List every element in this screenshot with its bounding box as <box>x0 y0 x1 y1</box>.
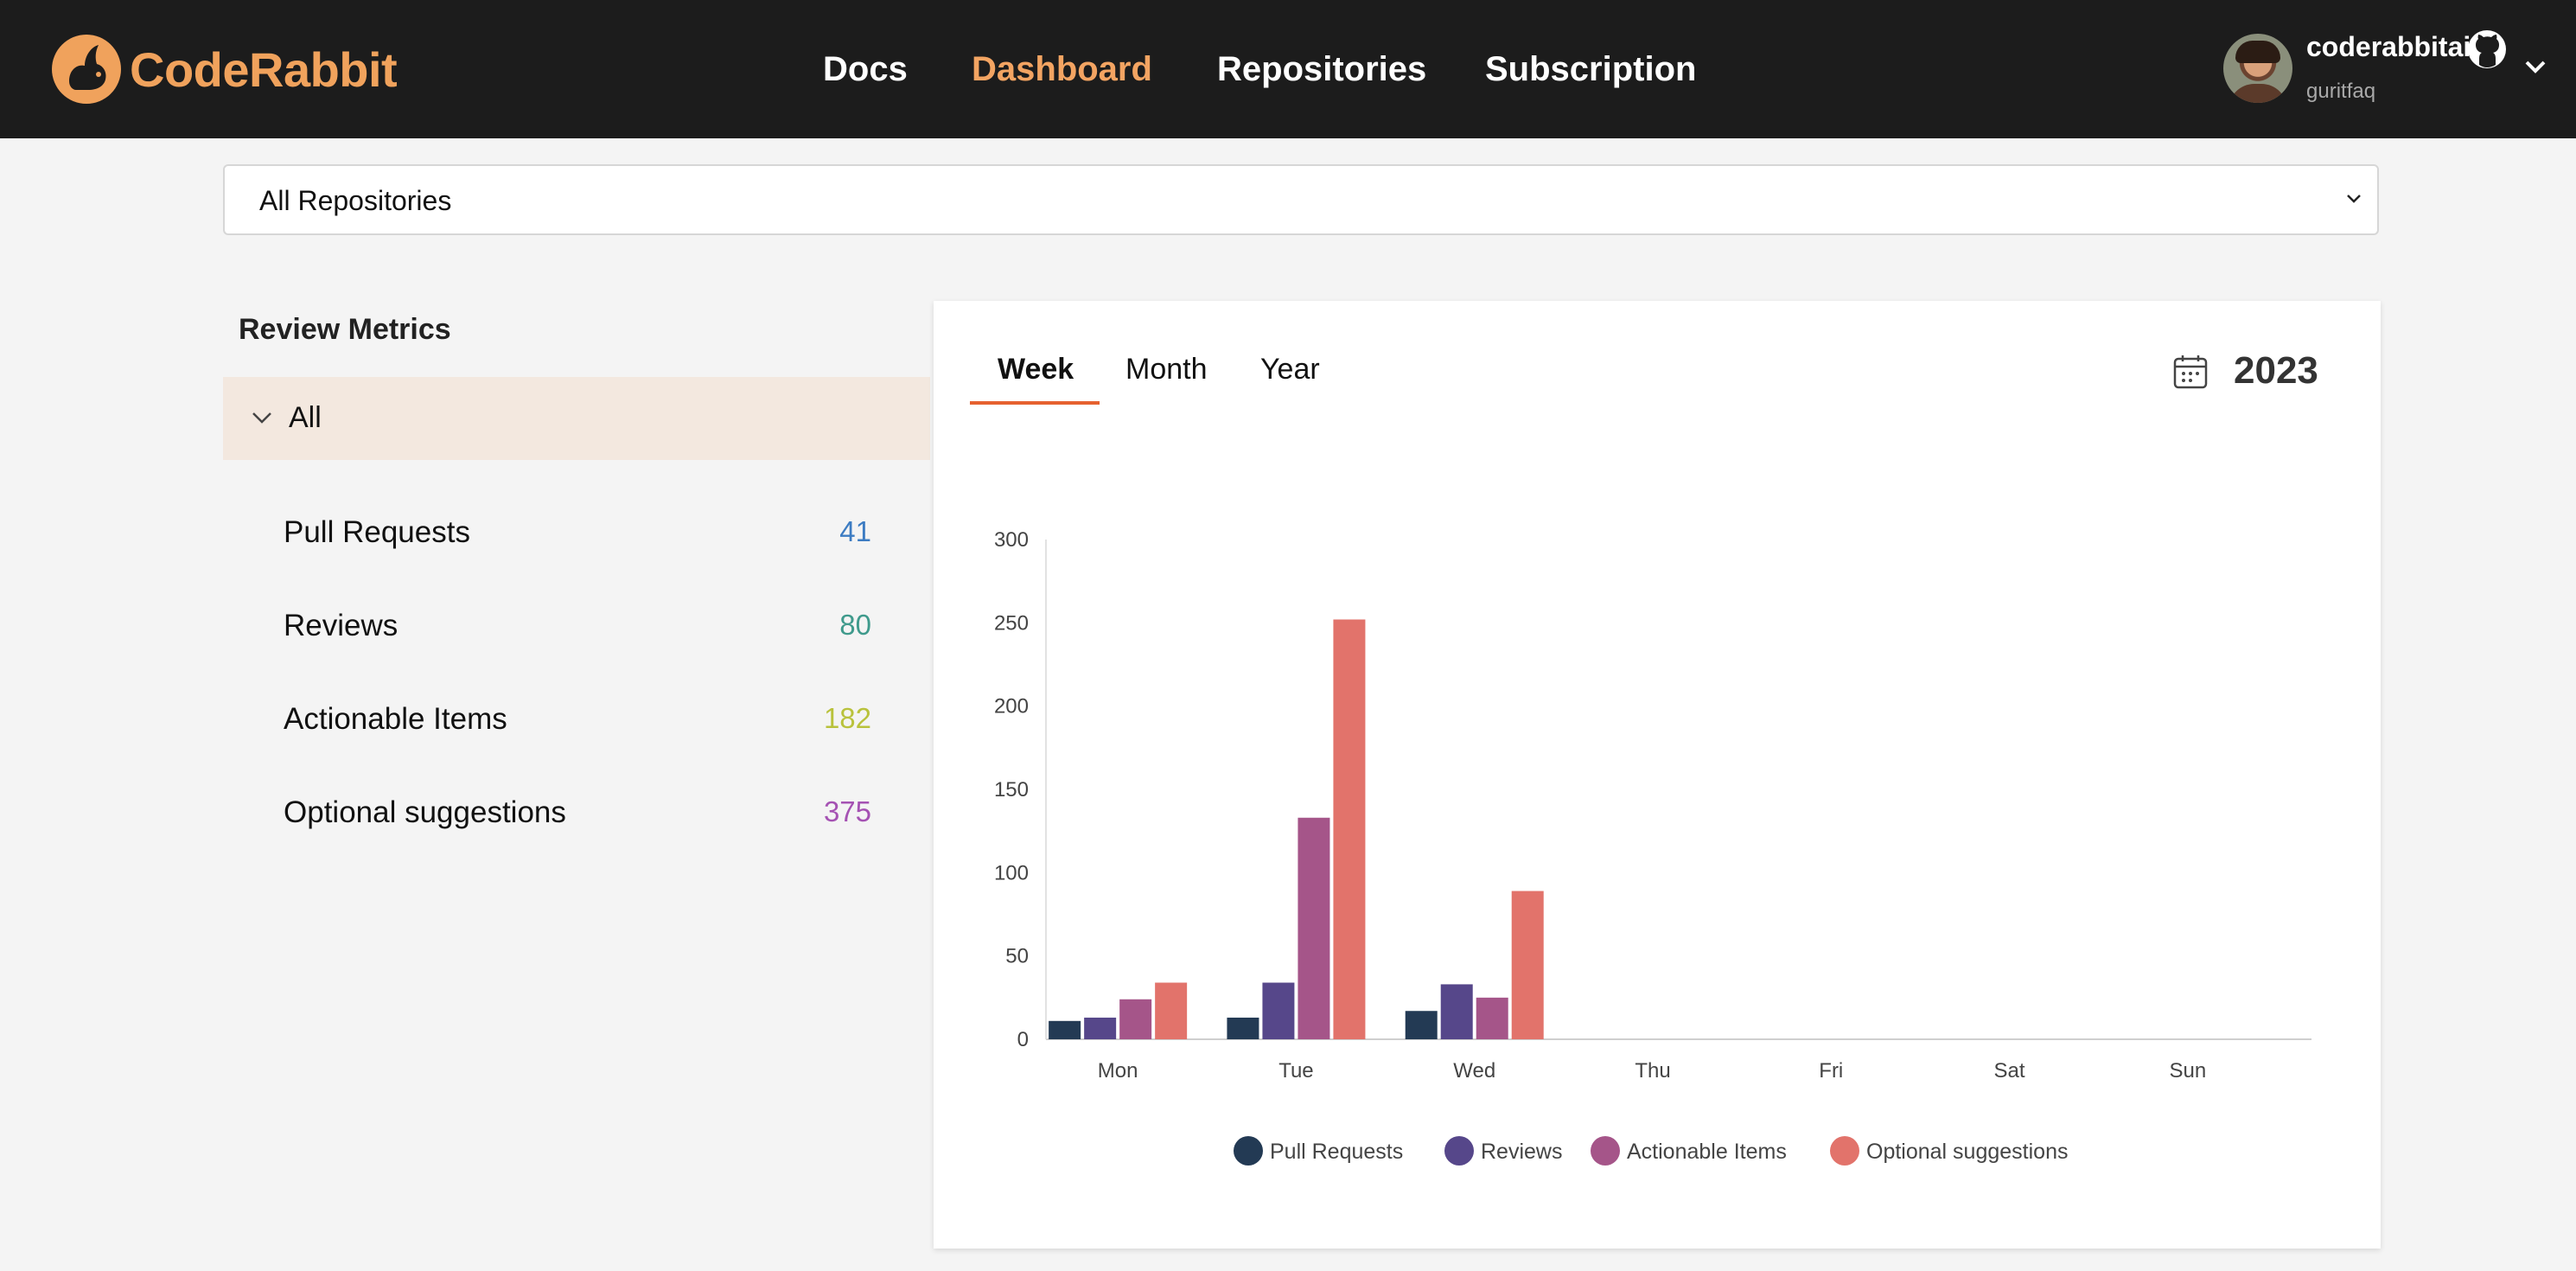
chevron-down-icon[interactable] <box>2522 57 2548 76</box>
metric-value: 375 <box>823 795 871 827</box>
metric-label: Reviews <box>284 609 399 642</box>
legend-label[interactable]: Optional suggestions <box>1866 1140 2068 1164</box>
metric-label: Pull Requests <box>284 515 470 549</box>
github-icon[interactable] <box>2467 29 2507 69</box>
y-tick-label: 0 <box>1017 1028 1029 1051</box>
chart-bar[interactable] <box>1262 982 1295 1039</box>
y-tick-label: 300 <box>994 528 1029 552</box>
bar-chart: 0 50 100 150 200 250 300 Mon Tue Wed Thu Fri Sat Sun P… <box>994 528 2311 1166</box>
legend-label[interactable]: Reviews <box>1481 1140 1562 1164</box>
calendar-icon[interactable] <box>2171 353 2209 391</box>
chart-bar[interactable] <box>1405 1011 1438 1039</box>
tab-month[interactable]: Month <box>1125 353 1208 386</box>
chart-bar[interactable] <box>1298 817 1330 1039</box>
legend-swatch[interactable] <box>1591 1136 1620 1166</box>
legend-swatch[interactable] <box>1234 1136 1263 1166</box>
legend-label[interactable]: Actionable Items <box>1627 1140 1787 1164</box>
legend-swatch[interactable] <box>1830 1136 1859 1166</box>
metric-optional-suggestions: Optional suggestions 375 <box>284 795 871 839</box>
y-tick-label: 50 <box>1005 945 1029 968</box>
tab-week[interactable]: Week <box>998 353 1074 386</box>
chart-bar[interactable] <box>1333 619 1366 1039</box>
chart-bar[interactable] <box>1119 999 1152 1039</box>
x-tick-label: Fri <box>1819 1059 1843 1083</box>
chart-bar[interactable] <box>1227 1017 1259 1039</box>
chart-bar[interactable] <box>1476 997 1508 1039</box>
avatar[interactable] <box>2223 34 2292 103</box>
metric-value: 41 <box>839 515 871 547</box>
legend-label[interactable]: Pull Requests <box>1270 1140 1403 1164</box>
x-tick-label: Thu <box>1635 1059 1670 1083</box>
metric-label: Optional suggestions <box>284 795 566 829</box>
chart-bar[interactable] <box>1511 891 1544 1039</box>
nav-dashboard[interactable]: Dashboard <box>972 49 1152 88</box>
metric-reviews: Reviews 80 <box>284 609 871 652</box>
metric-value: 80 <box>839 609 871 641</box>
active-tab-indicator <box>970 401 1100 405</box>
chart-bar[interactable] <box>1049 1020 1081 1039</box>
user-handle: guritfaq <box>2306 80 2376 103</box>
year-selector[interactable]: 2023 <box>2234 349 2318 392</box>
chart-bar[interactable] <box>1155 982 1188 1039</box>
x-tick-label: Wed <box>1453 1059 1495 1083</box>
metrics-group-label: All <box>289 401 322 434</box>
tab-year[interactable]: Year <box>1260 353 1320 386</box>
chart-bar[interactable] <box>1084 1017 1117 1039</box>
y-tick-label: 250 <box>994 611 1029 635</box>
brand-logo[interactable]: CodeRabbit <box>50 33 398 105</box>
nav-subscription[interactable]: Subscription <box>1485 49 1697 88</box>
repository-select[interactable]: All Repositories <box>223 164 2379 235</box>
x-tick-label: Mon <box>1098 1059 1138 1083</box>
metric-pull-requests: Pull Requests 41 <box>284 515 871 559</box>
brand-name: CodeRabbit <box>130 42 398 97</box>
nav-repositories[interactable]: Repositories <box>1217 49 1427 88</box>
repository-select-value: All Repositories <box>259 185 452 216</box>
x-tick-label: Sun <box>2170 1059 2207 1083</box>
x-tick-label: Tue <box>1278 1059 1313 1083</box>
metric-label: Actionable Items <box>284 702 507 736</box>
nav-docs[interactable]: Docs <box>823 49 908 88</box>
y-tick-label: 200 <box>994 695 1029 719</box>
chevron-down-icon <box>2347 195 2361 203</box>
y-tick-label: 100 <box>994 861 1029 885</box>
chart-card: Week Month Year 2023 0 50 100 150 200 250 300 M… <box>934 301 2381 1249</box>
metrics-group-all[interactable]: All <box>223 377 930 460</box>
chevron-down-icon <box>252 412 271 424</box>
legend-swatch[interactable] <box>1444 1136 1474 1166</box>
top-nav-bar: CodeRabbit Docs Dashboard Repositories S… <box>0 0 2576 138</box>
y-tick-label: 150 <box>994 778 1029 802</box>
review-metrics-title: Review Metrics <box>239 313 451 346</box>
metric-actionable-items: Actionable Items 182 <box>284 702 871 745</box>
rabbit-logo-icon <box>52 35 121 104</box>
user-name[interactable]: coderabbitai <box>2306 31 2471 62</box>
chart-bar[interactable] <box>1440 984 1473 1039</box>
x-tick-label: Sat <box>1994 1059 2025 1083</box>
metric-value: 182 <box>823 702 871 734</box>
